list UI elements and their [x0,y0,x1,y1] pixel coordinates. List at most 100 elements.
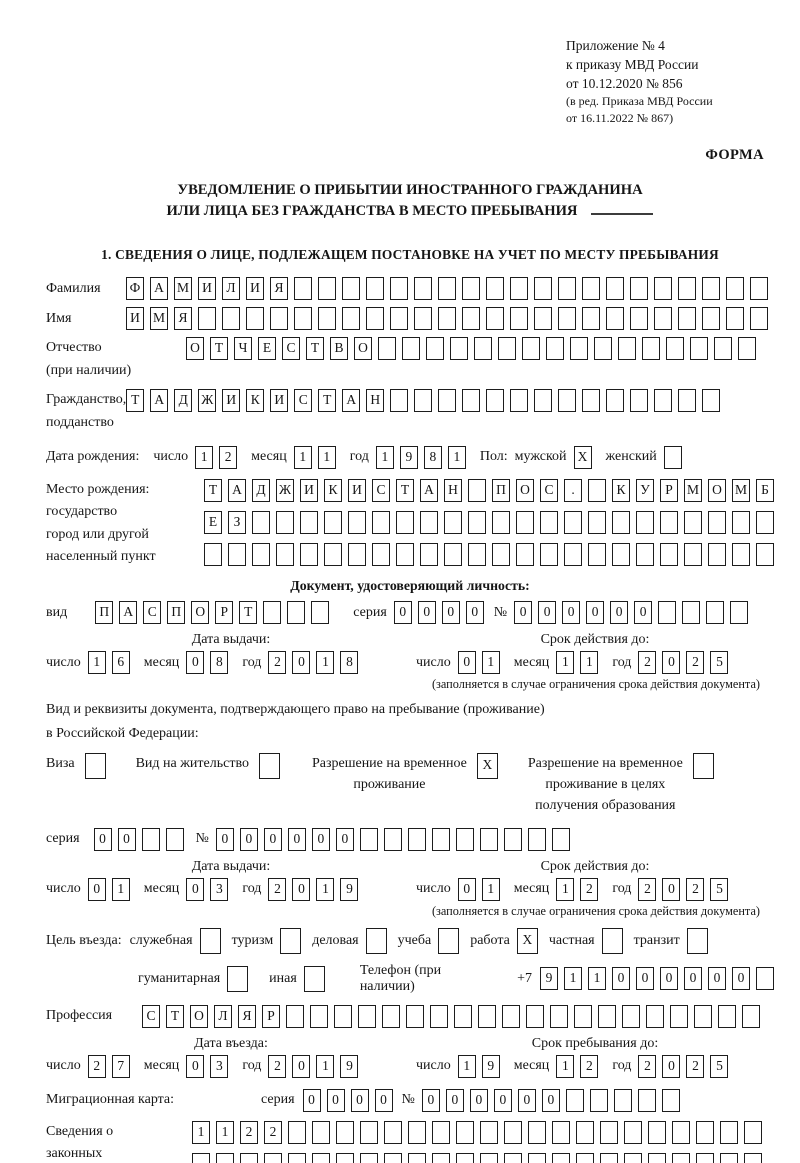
char-cell[interactable] [312,1152,330,1163]
char-cell[interactable] [286,1004,304,1028]
char-cell[interactable] [365,927,387,954]
char-cell[interactable]: 1 [457,1054,476,1078]
char-cell[interactable] [551,827,570,851]
char-cell[interactable]: З [228,510,246,534]
char-cell[interactable]: Т [318,389,337,413]
temp-permit-checkbox[interactable]: X [476,752,498,779]
char-cell[interactable] [300,510,318,534]
char-cell[interactable]: 0 [186,877,205,901]
char-cell[interactable] [589,1088,608,1112]
char-cell[interactable] [637,1088,656,1112]
char-cell[interactable]: 2 [686,877,705,901]
sex-female-checkbox[interactable] [663,445,682,469]
char-cell[interactable] [663,445,682,469]
char-cell[interactable] [311,601,330,625]
char-cell[interactable] [382,1004,400,1028]
char-cell[interactable]: Р [660,478,678,502]
char-cell[interactable] [294,307,312,331]
char-cell[interactable]: В [330,337,348,361]
char-cell[interactable] [480,1152,498,1163]
char-cell[interactable]: Т [166,1004,184,1028]
char-cell[interactable] [558,307,576,331]
char-cell[interactable] [576,1152,594,1163]
char-cell[interactable]: Р [262,1004,280,1028]
char-cell[interactable]: 2 [638,877,657,901]
char-cell[interactable]: 1 [192,1120,210,1144]
char-cell[interactable]: 0 [612,967,630,991]
char-cell[interactable] [756,967,774,991]
char-cell[interactable] [504,1152,522,1163]
char-cell[interactable] [426,337,444,361]
char-cell[interactable]: 0 [660,967,678,991]
char-cell[interactable]: 0 [302,1088,321,1112]
char-cell[interactable]: Т [204,478,222,502]
char-cell[interactable]: 0 [708,967,726,991]
char-cell[interactable] [84,752,106,779]
char-cell[interactable] [750,277,768,301]
char-cell[interactable] [276,542,294,566]
char-cell[interactable]: 0 [465,601,484,625]
char-cell[interactable]: И [222,389,241,413]
char-cell[interactable] [654,277,672,301]
char-cell[interactable] [646,1004,664,1028]
char-cell[interactable] [390,389,409,413]
char-cell[interactable]: 9 [340,1054,359,1078]
char-cell[interactable] [432,1152,450,1163]
char-cell[interactable] [630,389,649,413]
char-cell[interactable] [348,542,366,566]
char-cell[interactable]: С [294,389,313,413]
char-cell[interactable]: О [516,478,534,502]
char-cell[interactable] [540,510,558,534]
char-cell[interactable] [396,542,414,566]
char-cell[interactable]: 8 [423,445,442,469]
char-cell[interactable] [390,307,408,331]
char-cell[interactable]: 0 [457,877,476,901]
char-cell[interactable]: 1 [111,877,130,901]
char-cell[interactable] [576,1120,594,1144]
char-cell[interactable]: 0 [684,967,702,991]
char-cell[interactable] [480,1120,498,1144]
char-cell[interactable] [336,1120,354,1144]
char-cell[interactable]: 2 [268,1054,287,1078]
char-cell[interactable]: 1 [580,651,599,675]
char-cell[interactable]: С [372,478,390,502]
char-cell[interactable] [492,510,510,534]
char-cell[interactable]: 0 [215,827,234,851]
char-cell[interactable] [276,510,294,534]
char-cell[interactable]: 2 [219,445,238,469]
char-cell[interactable] [574,1004,592,1028]
char-cell[interactable] [526,1004,544,1028]
char-cell[interactable] [348,510,366,534]
char-cell[interactable] [756,542,774,566]
char-cell[interactable] [606,277,624,301]
char-cell[interactable]: 1 [481,651,500,675]
char-cell[interactable]: 1 [564,967,582,991]
char-cell[interactable] [678,307,696,331]
char-cell[interactable]: 2 [264,1120,282,1144]
char-cell[interactable]: 9 [399,445,418,469]
char-cell[interactable]: 1 [316,877,335,901]
char-cell[interactable] [390,277,408,301]
char-cell[interactable]: Я [270,277,288,301]
char-cell[interactable] [692,752,714,779]
char-cell[interactable] [486,307,504,331]
char-cell[interactable]: 1 [481,877,500,901]
char-cell[interactable]: У [636,478,654,502]
char-cell[interactable]: 0 [610,601,629,625]
char-cell[interactable] [198,307,216,331]
char-cell[interactable] [336,1152,354,1163]
char-cell[interactable]: К [246,389,265,413]
char-cell[interactable] [228,542,246,566]
char-cell[interactable] [456,1120,474,1144]
char-cell[interactable] [696,1152,714,1163]
edu-permit-checkbox[interactable] [692,752,714,779]
char-cell[interactable] [624,1120,642,1144]
char-cell[interactable]: 0 [311,827,330,851]
char-cell[interactable] [516,542,534,566]
char-cell[interactable]: 0 [732,967,750,991]
char-cell[interactable]: 5 [710,651,729,675]
char-cell[interactable]: 0 [393,601,412,625]
char-cell[interactable] [227,965,249,992]
char-cell[interactable]: 9 [340,877,359,901]
char-cell[interactable] [378,337,396,361]
